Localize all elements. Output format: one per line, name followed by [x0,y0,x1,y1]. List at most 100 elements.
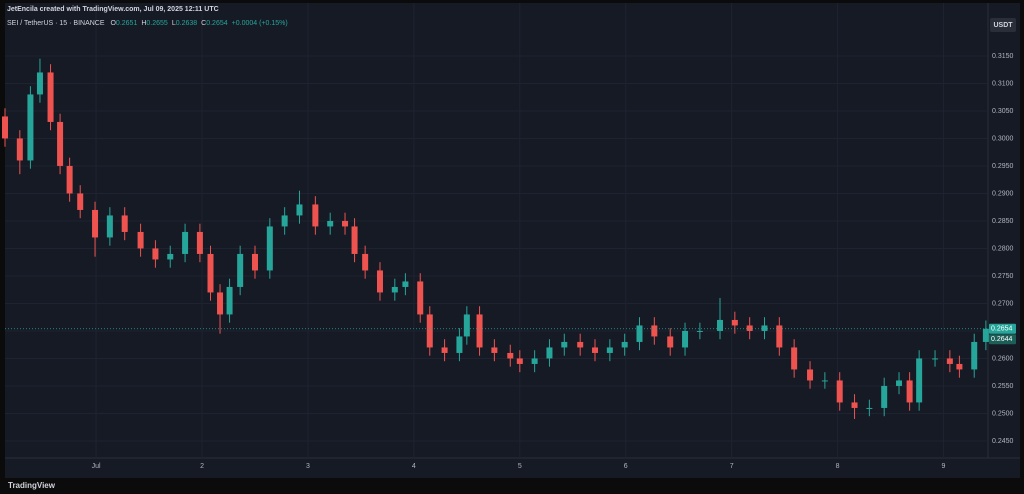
y-tick-label: 0.3000 [992,135,1014,142]
candle-body [362,253,369,271]
candle-body [281,215,288,227]
candle-body [207,253,214,293]
candle-body [636,325,643,342]
price-label-box [989,334,1016,345]
candle-body [16,138,23,161]
y-tick-label: 0.2700 [992,300,1014,307]
x-tick-label: 4 [412,463,416,470]
candle-body [577,341,584,348]
candle-body [896,380,903,386]
candle-body [606,347,613,353]
legend-key: H [141,20,146,27]
candle-body [807,369,814,381]
candle-body [137,231,144,249]
candle-body [561,341,568,348]
candle-body [312,204,319,227]
candle-body [682,330,689,348]
candle-body [266,226,273,271]
candle-body [696,330,703,332]
candle-body [106,215,113,238]
x-tick-label: 2 [200,463,204,470]
legend-key: C [201,20,206,27]
candle-body [77,193,84,210]
candle-body [946,358,953,364]
candle-body [746,325,753,331]
chart-panel [5,3,1020,478]
candle-body [463,314,470,337]
candle-body [251,253,258,271]
price-label: 0.2654 [991,326,1013,333]
candle-body [491,347,498,353]
x-tick-label: 5 [518,463,522,470]
legend-value: 0.2655 [146,20,168,27]
candle-body [66,165,73,194]
candles [2,58,989,419]
candle-body [667,336,674,348]
x-tick-label: 3 [306,463,310,470]
y-tick-label: 0.2550 [992,383,1014,390]
candle-body [47,72,54,122]
candle-body [57,121,64,166]
legend-value: 0.2651 [116,20,138,27]
candle-body [516,358,523,364]
candle-body [851,402,858,408]
candle-body [621,341,628,348]
currency-label[interactable]: USDT [993,22,1013,29]
candle-body [906,380,913,403]
candle-body [402,281,409,287]
candle-body [152,248,159,260]
candle-body [916,358,923,403]
legend-value: 0.2654 [206,20,228,27]
legend-key: O [110,20,116,27]
candle-body [342,220,349,227]
candle-body [592,347,599,353]
candle-body [182,231,189,254]
y-tick-label: 0.2600 [992,355,1014,362]
grid [5,3,988,458]
attribution: JetEncila created with TradingView.com, … [7,6,219,13]
candle-body [821,380,828,382]
candle-body [327,220,334,227]
candle-body [2,116,8,139]
candle-body [836,380,843,403]
legend-key: L [172,20,176,27]
candle-body [507,352,514,359]
candle-body [36,72,43,95]
y-tick-label: 0.2450 [992,438,1014,445]
y-tick-label: 0.2800 [992,245,1014,252]
candle-body [167,253,174,260]
y-tick-label: 0.3100 [992,80,1014,87]
x-tick-label: Jul [92,463,101,470]
candle-body [196,231,203,254]
y-tick-label: 0.3050 [992,108,1014,115]
candle-body [376,270,383,293]
y-tick-label: 0.3150 [992,53,1014,60]
candle-body [717,319,724,331]
candle-body [27,94,34,161]
candle-body [761,325,768,331]
candle-body [881,385,888,408]
overlay: 0.24500.25000.25500.26000.26500.27000.27… [5,53,1016,470]
legend-change: +0.0004 (+0.15%) [232,20,288,27]
candle-body [441,347,448,353]
candle-body [121,215,128,232]
legend-value: 0.2638 [176,20,198,27]
candle-body [217,292,224,315]
currency-button[interactable] [990,18,1016,32]
candle-body [296,204,303,216]
candle-body [731,319,738,326]
candle-body [651,325,658,337]
candle-body [226,286,233,315]
y-tick-label: 0.2900 [992,190,1014,197]
candle-body [456,336,463,353]
footer-logo[interactable]: TradingView [8,481,56,490]
candle-body [866,407,873,409]
candle-body [476,314,483,348]
legend-symbol: SEI / TetherUS · 15 · BINANCE [7,20,105,27]
y-tick-label: 0.2950 [992,163,1014,170]
candle-body [982,328,989,342]
price-label: 0.2644 [991,336,1013,343]
y-tick-label: 0.2750 [992,273,1014,280]
